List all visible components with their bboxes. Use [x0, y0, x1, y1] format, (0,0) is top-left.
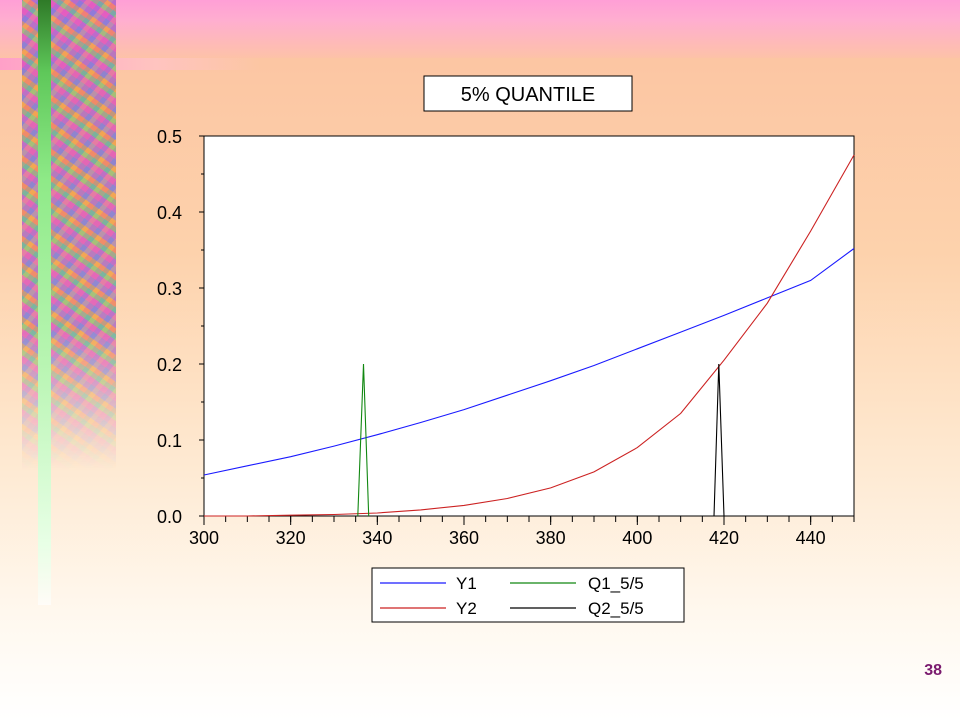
decorative-mosaic-image [22, 0, 116, 470]
y-tick-label: 0.0 [157, 507, 182, 527]
chart-title: 5% QUANTILE [461, 84, 595, 106]
y-tick-label: 0.2 [157, 355, 182, 375]
legend-label: Q2_5/5 [588, 599, 644, 618]
y-tick-label: 0.1 [157, 431, 182, 451]
series-line-1 [203, 248, 855, 476]
x-tick-label: 380 [536, 528, 566, 548]
series-line-4 [713, 363, 725, 517]
x-tick-label: 300 [189, 528, 219, 548]
legend-box [371, 567, 685, 623]
series-line-2 [204, 154, 855, 517]
legend-label: Y2 [456, 599, 477, 618]
y-tick-label: 0.4 [157, 203, 182, 223]
chart-title-box [423, 75, 633, 112]
plot-area [203, 135, 855, 517]
x-tick-label: 340 [362, 528, 392, 548]
x-tick-label: 320 [276, 528, 306, 548]
x-tick-label: 420 [709, 528, 739, 548]
x-tick-label: 440 [796, 528, 826, 548]
x-tick-label: 360 [449, 528, 479, 548]
y-tick-label: 0.5 [157, 127, 182, 147]
x-tick-label: 400 [622, 528, 652, 548]
legend-label: Y1 [456, 574, 477, 593]
decorative-vertical-bar [38, 0, 51, 605]
y-tick-label: 0.3 [157, 279, 182, 299]
legend-label: Q1_5/5 [588, 574, 644, 593]
series-line-3 [357, 363, 370, 517]
page-number: 38 [924, 662, 942, 679]
header-band [0, 0, 960, 58]
